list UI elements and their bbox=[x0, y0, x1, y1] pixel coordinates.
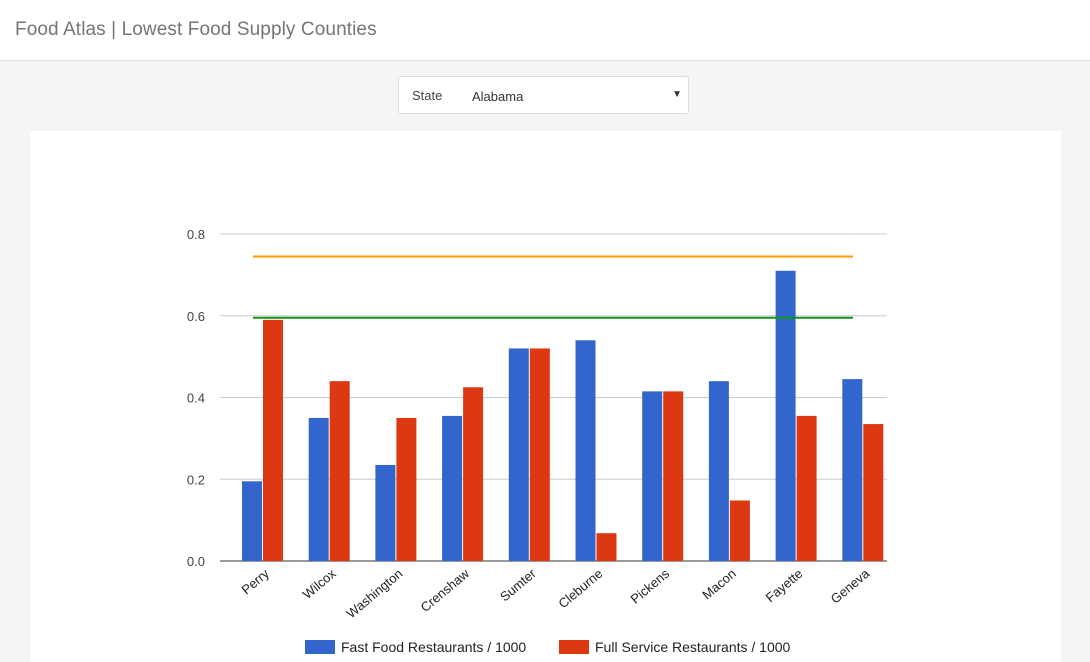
bar-full-service bbox=[463, 387, 484, 561]
bar-full-service bbox=[529, 348, 550, 561]
legend-label: Full Service Restaurants / 1000 bbox=[595, 639, 791, 655]
x-tick-label: Perry bbox=[238, 565, 272, 597]
legend-swatch bbox=[559, 640, 589, 654]
state-select-value: Alabama bbox=[472, 89, 524, 104]
bar-fast-food bbox=[508, 348, 529, 561]
bar-fast-food bbox=[242, 481, 262, 561]
bar-full-service bbox=[396, 417, 417, 561]
bar-full-service bbox=[863, 424, 884, 561]
x-tick-label: Cleburne bbox=[555, 566, 605, 611]
legend-swatch bbox=[305, 640, 335, 654]
x-tick-label: Sumter bbox=[497, 565, 539, 604]
app-header: Food Atlas | Lowest Food Supply Counties bbox=[0, 0, 1090, 61]
bar-fast-food bbox=[442, 415, 463, 561]
bar-full-service bbox=[329, 381, 350, 561]
page-title: Food Atlas | Lowest Food Supply Counties bbox=[15, 19, 377, 40]
state-select-label: State bbox=[412, 88, 443, 103]
bar-full-service bbox=[596, 533, 617, 561]
bar-fast-food bbox=[375, 464, 396, 561]
bar-fast-food bbox=[575, 340, 596, 561]
state-select[interactable]: State Alabama ▼ bbox=[398, 76, 689, 114]
bar-full-service bbox=[263, 319, 283, 561]
y-tick-label: 0.4 bbox=[187, 391, 205, 406]
y-tick-label: 0.8 bbox=[187, 227, 205, 242]
bar-fast-food bbox=[708, 381, 729, 561]
bar-fast-food bbox=[642, 391, 663, 561]
chart-legend: Fast Food Restaurants / 1000 Full Service… bbox=[305, 639, 791, 655]
x-tick-label: Pickens bbox=[628, 565, 673, 606]
bar-fast-food bbox=[308, 417, 329, 561]
bar-chart: 0.0 0.2 0.4 0.6 0.8 Perry Wilcox Washington Cren… bbox=[187, 227, 887, 655]
y-tick-label: 0.6 bbox=[187, 309, 205, 324]
legend-label: Fast Food Restaurants / 1000 bbox=[341, 639, 526, 655]
x-tick-label: Wilcox bbox=[300, 565, 339, 601]
chart-bars bbox=[242, 270, 884, 561]
x-tick-label: Washington bbox=[343, 566, 405, 621]
chevron-down-icon: ▼ bbox=[672, 89, 682, 100]
y-tick-label: 0.0 bbox=[187, 554, 205, 569]
x-tick-label: Macon bbox=[699, 566, 739, 603]
bar-fast-food bbox=[842, 379, 863, 561]
bar-fast-food bbox=[775, 270, 796, 561]
x-tick-label: Fayette bbox=[763, 566, 806, 605]
x-tick-label: Crenshaw bbox=[418, 565, 473, 615]
chart-reference-lines bbox=[253, 255, 853, 319]
bar-full-service bbox=[729, 500, 750, 561]
chart-card: 0.0 0.2 0.4 0.6 0.8 Perry Wilcox Washington Cren… bbox=[30, 131, 1061, 662]
x-tick-label: Geneva bbox=[828, 565, 873, 606]
y-tick-label: 0.2 bbox=[187, 472, 205, 487]
bar-full-service bbox=[663, 391, 684, 561]
bar-full-service bbox=[796, 415, 817, 561]
